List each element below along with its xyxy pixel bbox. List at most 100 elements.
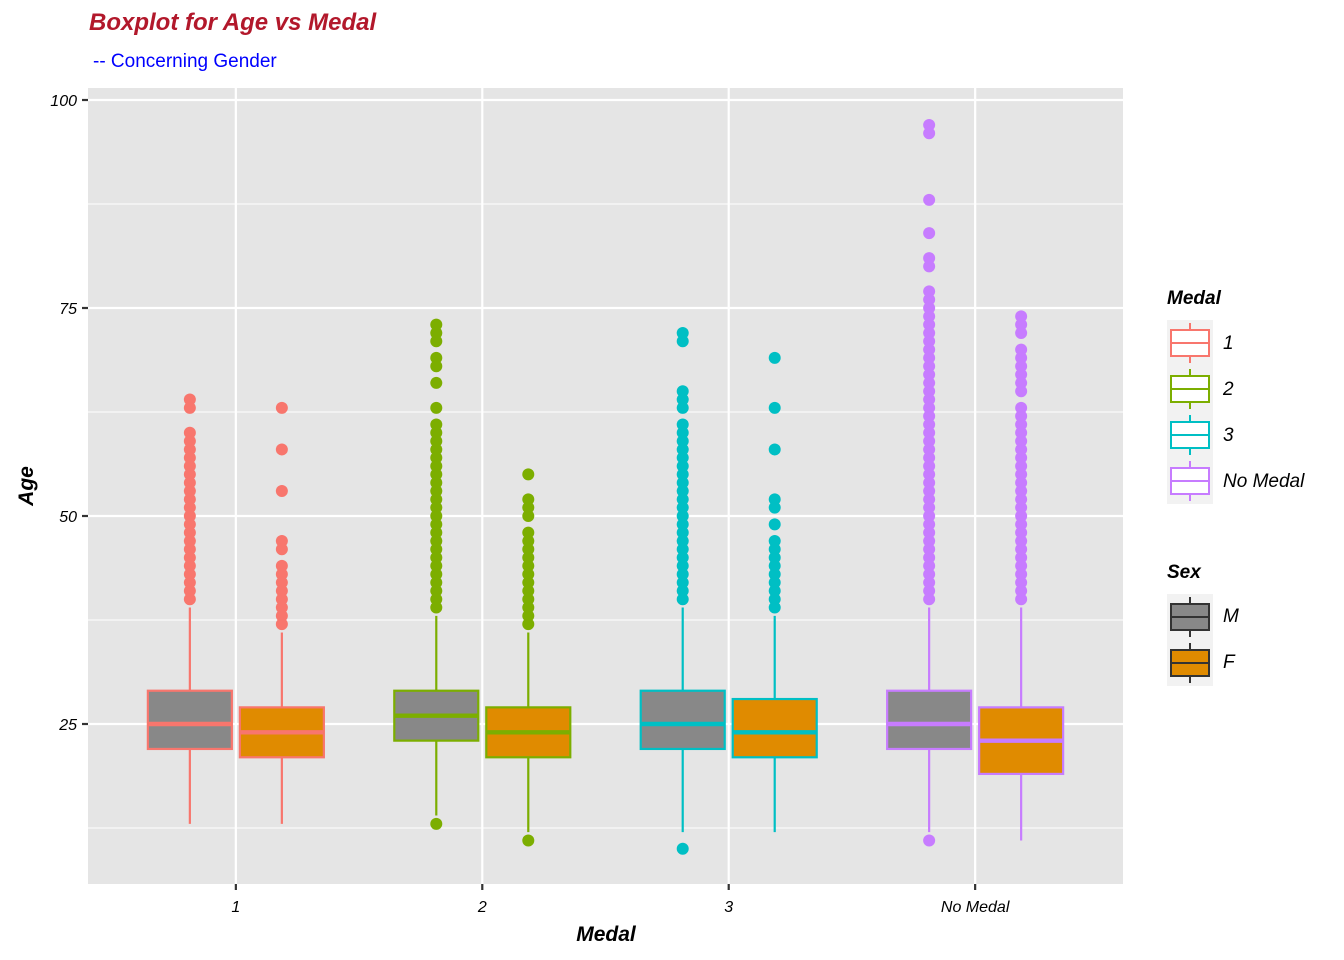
outlier-point <box>923 401 936 414</box>
outlier-point <box>1015 551 1028 564</box>
outlier-point <box>923 468 936 481</box>
outlier-point <box>1015 351 1028 364</box>
outlier-point <box>923 451 936 464</box>
outlier-point <box>430 510 443 522</box>
outlier-point <box>923 418 936 431</box>
outlier-point <box>275 559 288 572</box>
outlier-point <box>923 360 936 373</box>
outlier-point <box>676 493 689 506</box>
outlier-point <box>676 476 689 489</box>
outlier-point <box>1015 559 1028 572</box>
outlier-point <box>1015 510 1028 522</box>
y-tick-label: 75 <box>59 301 77 318</box>
outlier-point <box>430 543 443 556</box>
outlier-point <box>430 435 443 448</box>
outlier-point <box>430 817 443 830</box>
outlier-point <box>522 593 535 606</box>
outlier-point <box>768 543 781 556</box>
outlier-point <box>676 518 689 531</box>
outlier-point <box>275 593 288 606</box>
y-tick-label: 50 <box>59 509 77 526</box>
legend-medal-key <box>1170 415 1210 455</box>
outlier-point <box>923 510 936 522</box>
outlier-point <box>1015 418 1028 431</box>
legend-medal-key <box>1170 461 1210 501</box>
outlier-point <box>676 451 689 464</box>
outlier-point <box>275 609 288 622</box>
outlier-point <box>768 576 781 589</box>
outlier-point <box>768 351 781 364</box>
outlier-point <box>1015 410 1028 423</box>
outlier-point <box>522 559 535 572</box>
outlier-point <box>676 443 689 456</box>
outlier-point <box>522 543 535 556</box>
outlier-point <box>1015 343 1028 356</box>
outlier-point <box>430 584 443 597</box>
outlier-point <box>1015 593 1028 606</box>
legend-medal-key <box>1170 369 1210 409</box>
outlier-point <box>768 443 781 456</box>
outlier-point <box>522 468 535 481</box>
x-tick-label: 3 <box>724 899 733 916</box>
outlier-point <box>923 293 936 306</box>
outlier-point <box>676 593 689 606</box>
outlier-point <box>183 401 196 414</box>
outlier-point <box>183 568 196 581</box>
outlier-point <box>923 118 936 131</box>
outlier-point <box>676 385 689 398</box>
outlier-point <box>923 285 936 298</box>
outlier-point <box>1015 584 1028 597</box>
outlier-point <box>522 834 535 847</box>
outlier-point <box>1015 493 1028 506</box>
outlier-point <box>923 551 936 564</box>
outlier-point <box>676 842 689 855</box>
outlier-point <box>522 568 535 581</box>
box-iqr <box>731 697 818 759</box>
outlier-point <box>923 193 936 206</box>
outlier-point <box>183 443 196 456</box>
outlier-point <box>430 493 443 506</box>
outlier-point <box>1015 460 1028 473</box>
outlier-point <box>430 418 443 431</box>
outlier-point <box>923 410 936 423</box>
outlier-point <box>1015 368 1028 381</box>
outlier-point <box>676 584 689 597</box>
outlier-point <box>430 460 443 473</box>
outlier-point <box>430 576 443 589</box>
legend-sex-label: F <box>1223 652 1235 673</box>
outlier-point <box>923 476 936 489</box>
legend-sex-key <box>1170 643 1210 683</box>
outlier-point <box>923 501 936 514</box>
x-tick-label: 2 <box>477 899 487 916</box>
outlier-point <box>923 260 936 273</box>
outlier-point <box>676 576 689 589</box>
outlier-point <box>1015 468 1028 481</box>
outlier-point <box>522 609 535 622</box>
outlier-point <box>923 393 936 406</box>
legend-medal-title: Medal <box>1167 288 1221 309</box>
outlier-point <box>768 534 781 547</box>
legend-sex-title: Sex <box>1167 562 1201 583</box>
outlier-point <box>923 368 936 381</box>
outlier-point <box>183 426 196 439</box>
outlier-point <box>676 460 689 473</box>
legend-medal-label: 3 <box>1223 425 1234 446</box>
outlier-point <box>430 551 443 564</box>
outlier-point <box>1015 360 1028 373</box>
outlier-point <box>676 435 689 448</box>
outlier-point <box>275 618 288 631</box>
y-tick-label: 100 <box>50 93 77 110</box>
minor-gridlines <box>88 203 1123 829</box>
outlier-point <box>522 493 535 506</box>
outlier-point <box>430 318 443 331</box>
legend-medal-label: 2 <box>1223 379 1234 400</box>
box-F-2 <box>485 468 572 847</box>
outlier-point <box>923 302 936 314</box>
box-F-no-medal <box>978 310 1065 841</box>
outlier-point <box>768 568 781 581</box>
y-tick-label: 25 <box>58 717 77 734</box>
outlier-point <box>923 559 936 572</box>
outlier-point <box>1015 518 1028 531</box>
box-F-3 <box>731 351 818 833</box>
